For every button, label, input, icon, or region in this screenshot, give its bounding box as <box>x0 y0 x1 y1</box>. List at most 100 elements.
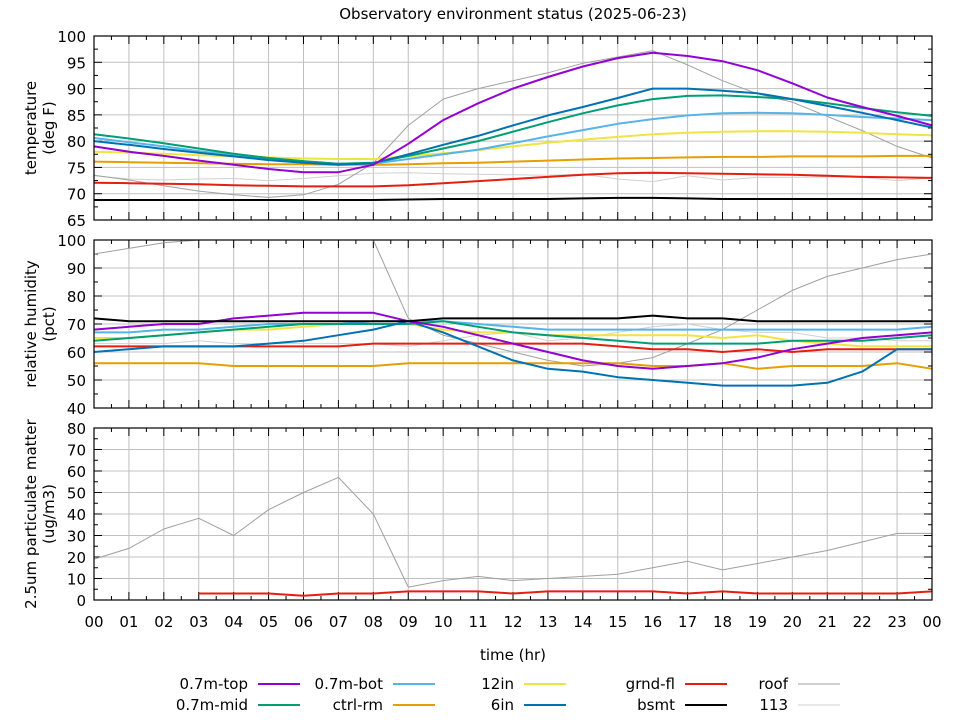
y-tick-label: 40 <box>67 400 86 418</box>
series-line-0-7m-bot <box>94 320 933 334</box>
y-tick-label: 90 <box>67 81 86 99</box>
series-line-ctrl-rm <box>94 362 933 370</box>
legend-label: bsmt <box>637 696 675 714</box>
y-tick-label: 75 <box>67 159 86 177</box>
x-tick-label: 07 <box>329 613 348 631</box>
x-tick-label: 05 <box>259 613 278 631</box>
x-tick-label: 19 <box>748 613 767 631</box>
series-line-roof <box>93 50 933 198</box>
y-axis-label: (ug/m3) <box>40 484 58 544</box>
y-tick-label: 100 <box>57 28 86 46</box>
panel-frame <box>93 239 933 409</box>
y-tick-label: 90 <box>67 260 86 278</box>
x-tick-label: 22 <box>853 613 872 631</box>
legend-item: grnd-fl <box>626 675 727 693</box>
y-tick-label: 80 <box>67 420 86 438</box>
series-line-0-7m-bot <box>93 111 933 165</box>
x-tick-label: 09 <box>399 613 418 631</box>
x-tick-label: 17 <box>678 613 697 631</box>
legend-label: 12in <box>481 675 514 693</box>
legend-item: 113 <box>759 696 840 714</box>
x-tick-label: 10 <box>434 613 453 631</box>
y-tick-label: 60 <box>67 463 86 481</box>
legend-label: 0.7m-top <box>180 675 248 693</box>
y-tick-label: 20 <box>67 549 86 567</box>
y-tick-label: 85 <box>67 107 86 125</box>
x-tick-label: 01 <box>119 613 138 631</box>
y-axis-label: (deg F) <box>40 101 58 154</box>
y-tick-label: 0 <box>76 592 86 610</box>
x-tick-label: 21 <box>818 613 837 631</box>
y-tick-label: 60 <box>67 344 86 362</box>
y-tick-label: 70 <box>67 316 86 334</box>
series-line-roof <box>93 476 932 588</box>
x-tick-label: 15 <box>608 613 627 631</box>
x-tick-label: 02 <box>154 613 173 631</box>
legend-label: 113 <box>759 696 788 714</box>
x-tick-label: 11 <box>469 613 488 631</box>
x-tick-label: 03 <box>189 613 208 631</box>
legend-label: 6in <box>491 696 514 714</box>
x-tick-label: 00 <box>922 613 941 631</box>
legend-label: roof <box>759 675 789 693</box>
y-tick-label: 50 <box>67 372 86 390</box>
series-line-0-7m-top <box>93 311 933 370</box>
x-tick-label: 08 <box>364 613 383 631</box>
chart-title: Observatory environment status (2025-06-… <box>339 5 687 23</box>
legend-item: 0.7m-bot <box>315 675 435 693</box>
legend-item: 0.7m-top <box>180 675 300 693</box>
series-line-bsmt <box>93 314 932 323</box>
panel-2: 0 10 20 30 40 50 60 70 80 2.5um particulate matte… <box>22 418 933 610</box>
x-tick-label: 14 <box>573 613 592 631</box>
y-axis-label: 2.5um particulate matter <box>22 418 40 608</box>
y-tick-label: 65 <box>67 212 86 230</box>
panel-1: 40 50 60 70 80 90 100 relative humidity (pct) <box>22 232 933 418</box>
series-line-grnd-fl <box>93 171 933 188</box>
y-tick-label: 50 <box>67 485 86 503</box>
legend-label: 0.7m-mid <box>176 696 248 714</box>
legend-label: ctrl-rm <box>333 696 383 714</box>
panel-frame <box>93 427 933 601</box>
y-tick-label: 30 <box>67 528 86 546</box>
legend-item: 0.7m-mid <box>176 696 300 714</box>
x-tick-label: 00 <box>84 613 103 631</box>
y-tick-label: 70 <box>67 442 86 460</box>
x-tick-labels: 00 01 02 03 04 05 06 07 08 09 10 11 12 13 14 15 16 17 18 19… <box>84 613 941 631</box>
x-tick-label: 18 <box>713 613 732 631</box>
y-axis-label: (pct) <box>40 306 58 341</box>
legend-label: grnd-fl <box>626 675 675 693</box>
series-line-ctrl-rm <box>93 154 932 166</box>
series-line-0-7m-top <box>93 51 933 174</box>
legend-label: 0.7m-bot <box>315 675 384 693</box>
x-tick-label: 16 <box>643 613 662 631</box>
legend-item: roof <box>759 675 840 693</box>
series-line-bsmt <box>94 196 932 201</box>
x-tick-label: 23 <box>888 613 907 631</box>
x-axis-label: time (hr) <box>480 646 546 664</box>
y-tick-label: 100 <box>57 232 86 250</box>
panel-0: 65 70 75 80 85 90 95 100 temperature (deg F) <box>22 28 933 230</box>
series-line-6in <box>93 87 933 166</box>
series-line-6in <box>93 320 932 387</box>
series-line-113 <box>93 172 933 183</box>
y-tick-label: 70 <box>67 186 86 204</box>
y-axis-label: relative humidity <box>22 260 40 388</box>
y-tick-label: 80 <box>67 288 86 306</box>
y-tick-label: 10 <box>67 571 86 589</box>
x-tick-label: 04 <box>224 613 243 631</box>
legend-item: bsmt <box>637 696 727 714</box>
x-tick-label: 20 <box>783 613 802 631</box>
x-tick-label: 06 <box>294 613 313 631</box>
legend-item: 12in <box>481 675 566 693</box>
x-tick-label: 12 <box>503 613 522 631</box>
y-tick-label: 40 <box>67 506 86 524</box>
legend-item: ctrl-rm <box>333 696 435 714</box>
y-axis-label: temperature <box>22 81 40 175</box>
y-tick-label: 95 <box>67 54 86 72</box>
y-tick-label: 80 <box>67 133 86 151</box>
x-tick-label: 13 <box>538 613 557 631</box>
panel-frame <box>93 35 933 221</box>
series-line-grnd-fl <box>198 590 933 597</box>
